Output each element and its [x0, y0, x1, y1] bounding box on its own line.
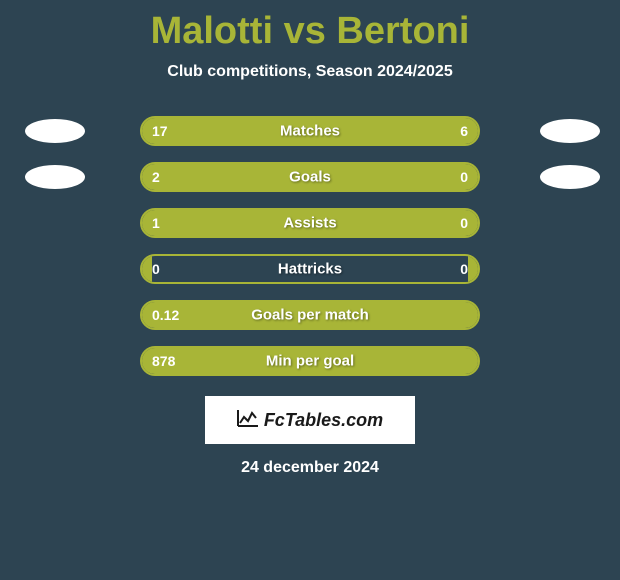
stat-value-left: 1 — [142, 210, 404, 236]
stat-bar: 0 Hattricks 0 — [140, 254, 480, 284]
stat-bar: 1Assists 0 — [140, 208, 480, 238]
vs-text: vs — [284, 10, 326, 52]
player-avatar-right — [540, 165, 600, 189]
stat-value-left: 0 — [142, 256, 152, 282]
stat-label: Min per goal — [266, 353, 354, 370]
date-text: 24 december 2024 — [0, 459, 620, 477]
stat-value-right: 0 — [404, 164, 478, 190]
stat-label: Goals — [289, 169, 331, 186]
stat-label: Goals per match — [251, 307, 369, 324]
player-right-name: Bertoni — [336, 10, 469, 52]
player-avatar-right — [540, 119, 600, 143]
stat-label: Matches — [280, 123, 340, 140]
stats-container: 17Matches62Goals01Assists00Hattricks00.1… — [0, 116, 620, 376]
stat-row: 2Goals 0 — [0, 162, 620, 192]
stat-value-left: 2 — [142, 164, 404, 190]
stat-row: 0 Hattricks 0 — [0, 254, 620, 284]
player-avatar-left — [25, 119, 85, 143]
chart-icon — [237, 409, 259, 432]
stat-value-right: 6 — [384, 118, 478, 144]
stat-bar: 17Matches 6 — [140, 116, 480, 146]
stat-value-left: 17 — [142, 118, 384, 144]
comparison-title: Malotti vs Bertoni — [0, 0, 620, 53]
stat-row: 17Matches 6 — [0, 116, 620, 146]
fctables-logo[interactable]: FcTables.com — [205, 396, 415, 444]
stat-label: Assists — [283, 215, 336, 232]
stat-bar: 2Goals 0 — [140, 162, 480, 192]
stat-value-right: 0 — [468, 256, 478, 282]
stat-label: Hattricks — [278, 261, 342, 278]
stat-bar: 0.12Goals per match — [140, 300, 480, 330]
stat-bar: 878Min per goal — [140, 346, 480, 376]
logo-text: FcTables.com — [264, 410, 383, 431]
stat-row: 878Min per goal — [0, 346, 620, 376]
player-avatar-left — [25, 165, 85, 189]
stat-value-right: 0 — [404, 210, 478, 236]
stat-row: 1Assists 0 — [0, 208, 620, 238]
stat-row: 0.12Goals per match — [0, 300, 620, 330]
subtitle: Club competitions, Season 2024/2025 — [0, 63, 620, 81]
player-left-name: Malotti — [151, 10, 273, 52]
